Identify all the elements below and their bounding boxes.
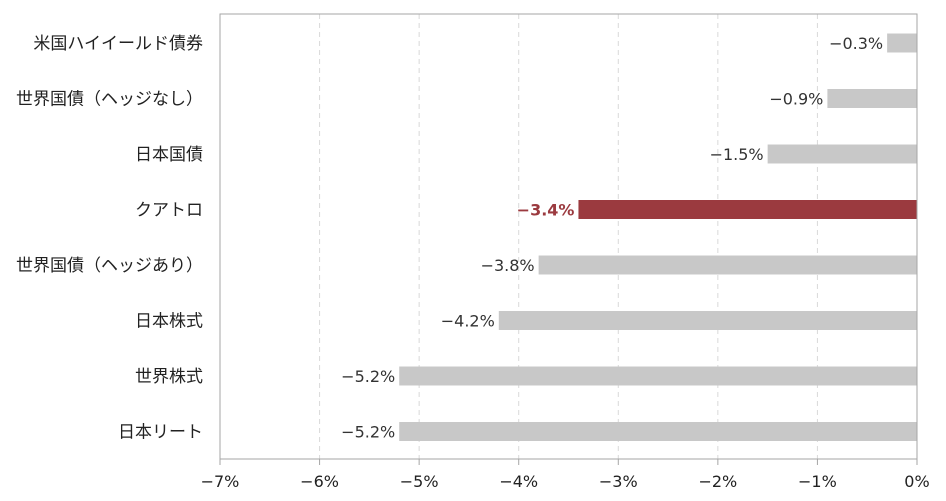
data-label: −3.4% [517, 201, 575, 220]
category-label: 日本リート [118, 423, 203, 443]
plot-frame [219, 13, 918, 465]
data-label: −0.9% [769, 90, 823, 109]
bar [827, 89, 917, 108]
x-tick-label: 0% [904, 472, 929, 491]
x-tick-label: −1% [798, 472, 837, 491]
data-label: −4.2% [441, 312, 495, 331]
bar [399, 366, 917, 386]
category-label: 日本国債 [135, 145, 203, 165]
data-label: −0.3% [829, 34, 883, 53]
labels: −0.3% 米国ハイイールド債券 −0.9% 世界国債（ヘッジなし） −1.5% 日本国債… [16, 34, 930, 491]
category-label: 世界株式 [135, 367, 203, 387]
category-label: 世界国債（ヘッジなし） [16, 90, 203, 110]
data-label: −1.5% [710, 145, 764, 164]
x-tick-label: −2% [698, 472, 737, 491]
grid-lines [319, 14, 818, 459]
x-tick-label: −4% [499, 472, 538, 491]
bar [498, 311, 917, 330]
bar [578, 200, 917, 219]
category-label: 米国ハイイールド債券 [33, 34, 203, 54]
bar [399, 422, 917, 441]
x-tick-label: −5% [400, 472, 439, 491]
data-label: −3.8% [481, 256, 535, 275]
bar [887, 33, 917, 53]
bar [538, 255, 917, 275]
category-label: 世界国債（ヘッジあり） [16, 256, 203, 276]
x-tick-label: −6% [300, 472, 339, 491]
plot-border [219, 13, 918, 460]
category-label: クアトロ [135, 201, 203, 221]
data-label: −5.2% [341, 367, 395, 386]
x-tick-label: −7% [201, 472, 240, 491]
data-label: −5.2% [341, 423, 395, 442]
category-label: 日本株式 [135, 312, 203, 332]
bar [767, 144, 917, 164]
bars [399, 33, 917, 441]
x-tick-label: −3% [599, 472, 638, 491]
